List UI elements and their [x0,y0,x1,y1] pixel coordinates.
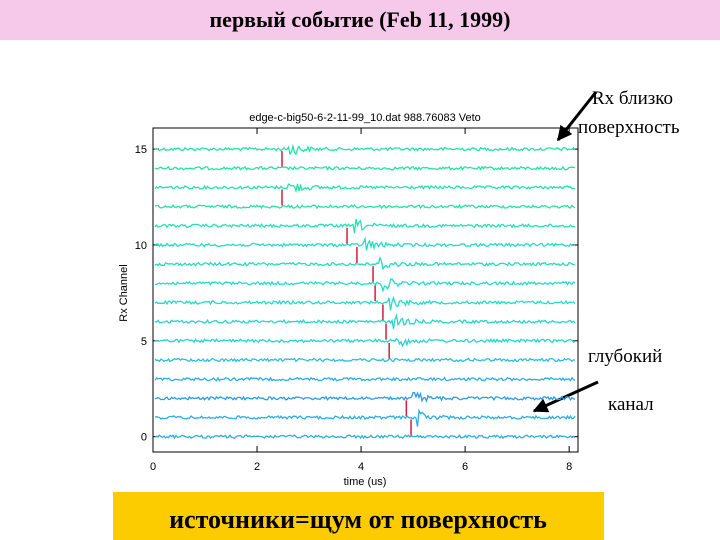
annotation: глубокий [588,346,662,367]
trace [154,236,576,251]
annotation: Rx близко [592,88,673,109]
trace [154,278,576,293]
y-tick-label: 15 [135,144,147,156]
x-tick-label: 6 [462,461,468,473]
trace [154,143,576,156]
y-tick-label: 5 [141,336,147,348]
trace [154,408,576,427]
plot: edge-c-big50-6-2-11-99_10.dat 988.76083 … [118,112,579,488]
plot-frame [152,127,579,453]
arrow [556,91,598,142]
y-tick-label: 10 [135,240,147,252]
trace [154,255,576,271]
trace [154,357,576,363]
trace [154,376,576,382]
trace [154,434,576,440]
trace [154,203,576,210]
footer-box [113,492,604,540]
x-tick-label: 0 [150,461,156,473]
title-band [0,0,720,40]
trace [154,295,576,311]
trace [154,183,576,194]
plot-title: edge-c-big50-6-2-11-99_10.dat 988.76083 … [249,112,481,124]
y-tick-label: 0 [141,432,147,444]
slide-title: первый событие (Feb 11, 1999) [210,7,511,32]
trace [154,312,576,329]
y-axis-label: Rx Channel [118,264,130,321]
trace [154,165,576,171]
x-tick-label: 8 [566,461,572,473]
x-axis-label: time (us) [344,476,387,488]
trace [154,337,576,348]
x-tick-label: 2 [254,461,260,473]
trace [154,218,576,234]
trace [154,391,576,403]
footer: источники=щум от поверхность [169,505,547,534]
annotation: поверхность [578,117,680,138]
annotation: канал [608,394,654,415]
x-tick-label: 4 [358,461,364,473]
